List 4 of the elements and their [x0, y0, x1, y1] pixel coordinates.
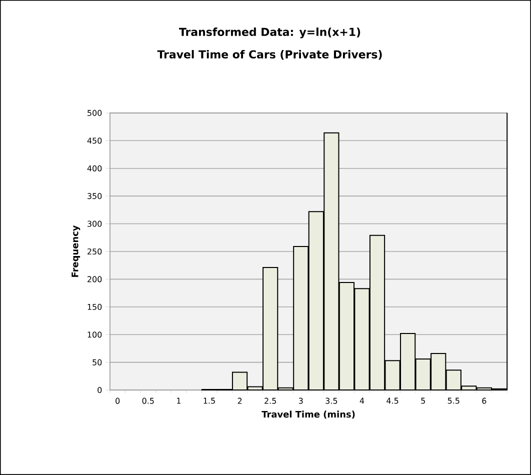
y-axis-title: Frequency	[72, 225, 80, 277]
chart-subtitle: Travel Time of Cars (Private Drivers)	[157, 50, 382, 60]
chart-title: Transformed Data: y=ln(x+1)	[179, 28, 360, 38]
x-axis-title: Travel Time (mins)	[262, 410, 355, 419]
